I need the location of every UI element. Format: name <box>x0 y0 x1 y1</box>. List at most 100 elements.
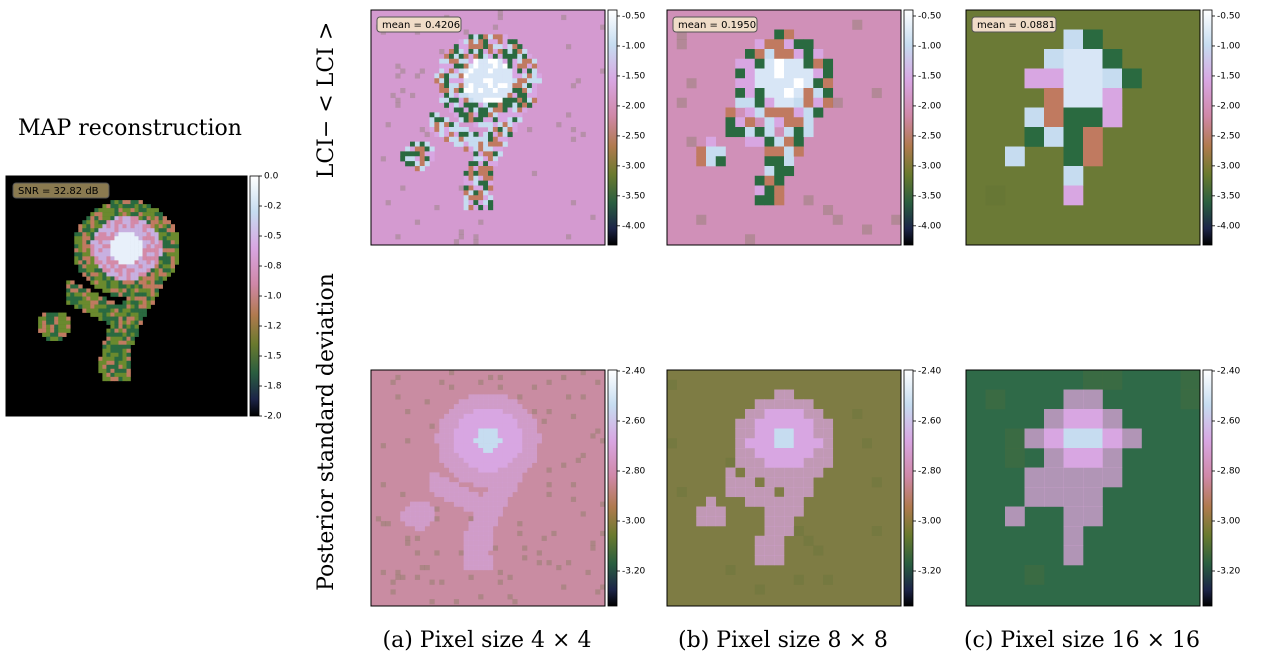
image-pixel <box>453 58 460 64</box>
image-pixel <box>502 68 508 74</box>
image-pixel <box>784 68 795 79</box>
image-pixel <box>595 428 601 434</box>
image-pixel <box>1024 127 1045 147</box>
image-pixel <box>793 399 804 410</box>
image-pixel <box>725 487 736 498</box>
image-pixel <box>106 232 111 237</box>
image-pixel <box>126 324 131 329</box>
image-pixel <box>419 516 425 522</box>
image-pixel <box>793 574 804 585</box>
image-pixel <box>458 39 464 45</box>
image-pixel <box>774 457 785 468</box>
image-pixel <box>110 316 115 321</box>
image-pixel <box>803 438 814 449</box>
image-pixel <box>507 491 513 498</box>
image-pixel <box>405 161 411 167</box>
image-pixel <box>803 195 814 206</box>
image-pixel <box>468 117 474 123</box>
image-pixel <box>106 268 111 273</box>
image-pixel <box>764 127 775 138</box>
image-pixel <box>150 292 155 297</box>
colorbar <box>607 369 618 607</box>
image-pixel <box>82 232 87 237</box>
image-pixel <box>110 216 115 221</box>
image-pixel <box>745 438 756 449</box>
image-pixel <box>114 200 119 205</box>
colorbar <box>903 369 914 607</box>
image-pixel <box>488 97 494 103</box>
image-pixel <box>429 477 435 483</box>
image-pixel <box>166 228 171 233</box>
image-pixel <box>126 280 131 285</box>
image-pixel <box>449 73 455 79</box>
image-pixel <box>488 34 494 40</box>
image-pixel <box>439 423 445 429</box>
image-pixel <box>725 127 736 138</box>
image-pixel <box>488 117 494 123</box>
image-pixel <box>134 308 139 313</box>
image-pixel <box>483 44 489 50</box>
image-pixel <box>473 122 479 128</box>
image-pixel <box>774 506 785 517</box>
image-pixel <box>453 68 460 74</box>
image-pixel <box>774 496 785 507</box>
image-pixel <box>138 304 143 309</box>
image-pixel <box>94 260 99 265</box>
image-pixel <box>522 97 528 103</box>
image-pixel <box>434 131 440 138</box>
image-pixel <box>142 276 147 281</box>
image-pixel <box>114 256 119 261</box>
image-pixel <box>158 276 163 281</box>
image-pixel <box>118 284 123 289</box>
image-pixel <box>468 448 474 454</box>
image-pixel <box>82 224 87 229</box>
image-pixel <box>395 374 401 381</box>
image-pixel <box>106 244 111 249</box>
image-pixel <box>166 252 171 257</box>
image-pixel <box>449 68 455 74</box>
image-pixel <box>146 212 151 217</box>
colorbar-tick-label: -2.60 <box>918 417 942 427</box>
image-pixel <box>82 272 87 277</box>
image-pixel <box>90 224 95 229</box>
image-pixel <box>488 195 494 201</box>
image-pixel <box>570 136 577 142</box>
image-pixel <box>146 288 151 293</box>
image-pixel <box>488 83 494 89</box>
image-pixel <box>414 511 421 517</box>
image-pixel <box>106 332 111 337</box>
image-pixel <box>793 477 804 488</box>
image-pixel <box>444 58 450 64</box>
image-pixel <box>784 39 795 50</box>
image-pixel <box>764 506 775 517</box>
image-pixel <box>118 356 123 362</box>
image-pixel <box>86 276 91 281</box>
image-pixel <box>784 146 795 157</box>
caption: (c) Pixel size 16 × 16 <box>964 628 1200 653</box>
image-pixel <box>126 340 131 345</box>
image-pixel <box>473 156 479 162</box>
image-pixel <box>488 136 494 142</box>
image-pixel <box>527 92 533 99</box>
image-pixel <box>174 248 180 253</box>
image-pixel <box>745 487 756 498</box>
image-pixel <box>507 448 513 454</box>
image-pixel <box>488 122 494 128</box>
image-pixel <box>473 83 479 89</box>
image-pixel <box>488 487 494 493</box>
image-pixel <box>463 443 469 449</box>
image-pixel <box>754 175 765 186</box>
image-pixel <box>745 409 756 420</box>
image-pixel <box>434 117 440 123</box>
image-pixel <box>102 280 107 285</box>
colorbar <box>1202 369 1213 607</box>
image-pixel <box>764 545 775 556</box>
image-pixel <box>1044 467 1064 488</box>
image-pixel <box>122 200 127 205</box>
image-pixel <box>453 438 460 444</box>
image-pixel <box>478 161 484 167</box>
image-pixel <box>522 467 528 473</box>
image-pixel <box>473 394 479 400</box>
image-pixel <box>468 462 474 468</box>
image-pixel <box>150 252 155 257</box>
